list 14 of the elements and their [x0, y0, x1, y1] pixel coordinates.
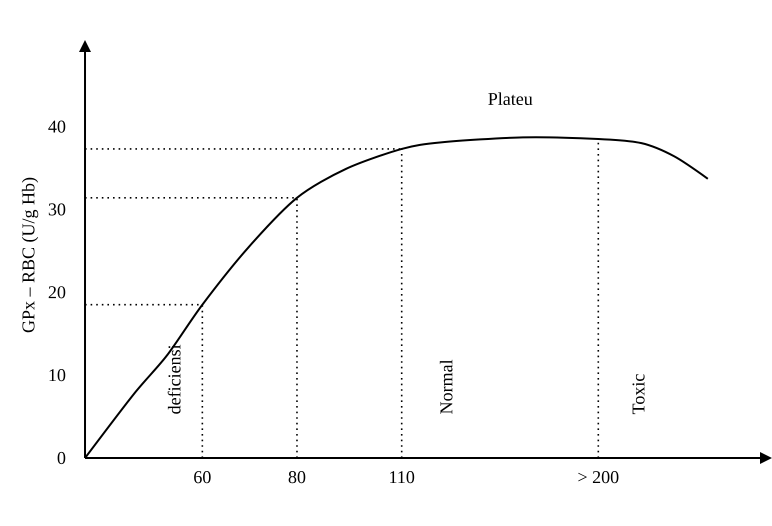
x-tick-label: > 200 [578, 471, 618, 484]
x-tick-label: 80 [288, 471, 306, 484]
annotation: deficiensi [168, 344, 181, 414]
y-tick-label: 30 [48, 203, 66, 216]
y-tick-label: 40 [48, 120, 66, 133]
annotation: Plateu [488, 92, 532, 106]
annotation: Toxic [632, 374, 645, 414]
annotation: Normal [440, 360, 452, 414]
y-tick-label: 10 [50, 369, 66, 382]
y-tick-label: 0 [58, 452, 66, 464]
x-tick-label: 110 [390, 471, 414, 484]
y-axis-title: GPx – RBC (U/g Hb) [22, 178, 38, 332]
x-tick-label: 60 [194, 471, 211, 484]
y-tick-label: 20 [48, 286, 66, 298]
